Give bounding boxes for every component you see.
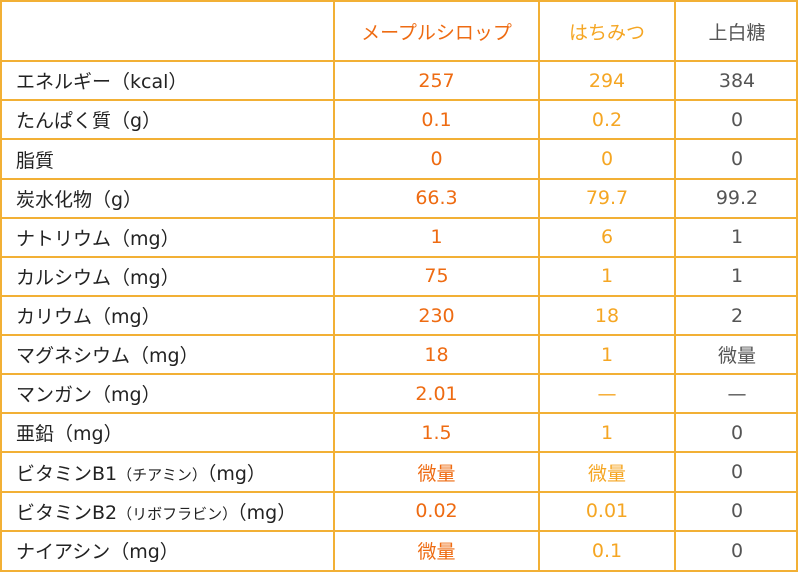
row-label: ビタミンB1（チアミン）（mg） [2, 451, 335, 493]
maple-value: 75 [333, 255, 540, 297]
maple-value: 230 [333, 294, 540, 337]
table-row: 亜鉛（mg） 1.5 1 0 [2, 412, 798, 454]
table-row: カルシウム（mg） 75 1 1 [2, 255, 798, 297]
header-corner-cell [2, 2, 335, 63]
row-label-main: ビタミンB1 [16, 462, 118, 485]
honey-value: 0.2 [538, 99, 676, 141]
table-row: 炭水化物（g） 66.3 79.7 99.2 [2, 177, 798, 219]
honey-value: 0.1 [538, 529, 676, 570]
table-row: ビタミンB2（リボフラビン）（mg） 0.02 0.01 0 [2, 490, 798, 532]
sugar-value: 0 [674, 138, 798, 180]
maple-value: 0.1 [333, 99, 540, 141]
header-maple-syrup: メープルシロップ [333, 2, 540, 63]
sugar-value: 0 [674, 412, 798, 454]
honey-value: 0 [538, 138, 676, 180]
table-header-row: メープルシロップ はちみつ 上白糖 [2, 2, 798, 63]
honey-value: — [538, 373, 676, 415]
table-row: ナイアシン（mg） 微量 0.1 0 [2, 529, 798, 570]
honey-value: 1 [538, 334, 676, 376]
honey-value: 6 [538, 216, 676, 258]
row-label-main: ビタミンB2 [16, 501, 118, 524]
honey-value: 1 [538, 412, 676, 454]
row-label: たんぱく質（g） [2, 99, 335, 141]
row-label: ビタミンB2（リボフラビン）（mg） [2, 490, 335, 532]
maple-value: 66.3 [333, 177, 540, 219]
sugar-value: 1 [674, 216, 798, 258]
sugar-value: 99.2 [674, 177, 798, 219]
row-label-unit: （mg） [206, 462, 266, 485]
sugar-value: — [674, 373, 798, 415]
row-label-note: （リボフラビン） [117, 504, 238, 523]
honey-value: 0.01 [538, 490, 676, 532]
sugar-value: 0 [674, 529, 798, 570]
header-white-sugar: 上白糖 [674, 2, 798, 63]
row-label-note: （チアミン） [117, 465, 207, 484]
honey-value: 79.7 [538, 177, 676, 219]
row-label: ナトリウム（mg） [2, 216, 335, 258]
row-label: マグネシウム（mg） [2, 334, 335, 376]
table-row: 脂質 0 0 0 [2, 138, 798, 180]
table-row: たんぱく質（g） 0.1 0.2 0 [2, 99, 798, 141]
row-label: エネルギー（kcal） [2, 60, 335, 102]
maple-value: 257 [333, 60, 540, 102]
row-label: 炭水化物（g） [2, 177, 335, 219]
sugar-value: 384 [674, 60, 798, 102]
table-row: ビタミンB1（チアミン）（mg） 微量 微量 0 [2, 451, 798, 493]
maple-value: 1.5 [333, 412, 540, 454]
table-row: カリウム（mg） 230 18 2 [2, 294, 798, 337]
row-label: カルシウム（mg） [2, 255, 335, 297]
table-row: マグネシウム（mg） 18 1 微量 [2, 334, 798, 376]
maple-value: 0.02 [333, 490, 540, 532]
header-honey: はちみつ [538, 2, 676, 63]
sugar-value: 0 [674, 490, 798, 532]
honey-value: 微量 [538, 451, 676, 493]
maple-value: 微量 [333, 451, 540, 493]
honey-value: 18 [538, 294, 676, 337]
maple-value: 微量 [333, 529, 540, 570]
sugar-value: 0 [674, 451, 798, 493]
row-label: 脂質 [2, 138, 335, 180]
table-row: エネルギー（kcal） 257 294 384 [2, 60, 798, 102]
row-label: ナイアシン（mg） [2, 529, 335, 570]
maple-value: 18 [333, 334, 540, 376]
sugar-value: 2 [674, 294, 798, 337]
row-label: カリウム（mg） [2, 294, 335, 337]
row-label: マンガン（mg） [2, 373, 335, 415]
sugar-value: 1 [674, 255, 798, 297]
table-row: ナトリウム（mg） 1 6 1 [2, 216, 798, 258]
table-row: マンガン（mg） 2.01 — — [2, 373, 798, 415]
honey-value: 294 [538, 60, 676, 102]
maple-value: 2.01 [333, 373, 540, 415]
maple-value: 1 [333, 216, 540, 258]
row-label: 亜鉛（mg） [2, 412, 335, 454]
sugar-value: 0 [674, 99, 798, 141]
honey-value: 1 [538, 255, 676, 297]
sugar-value: 微量 [674, 334, 798, 376]
maple-value: 0 [333, 138, 540, 180]
row-label-unit: （mg） [237, 501, 297, 524]
